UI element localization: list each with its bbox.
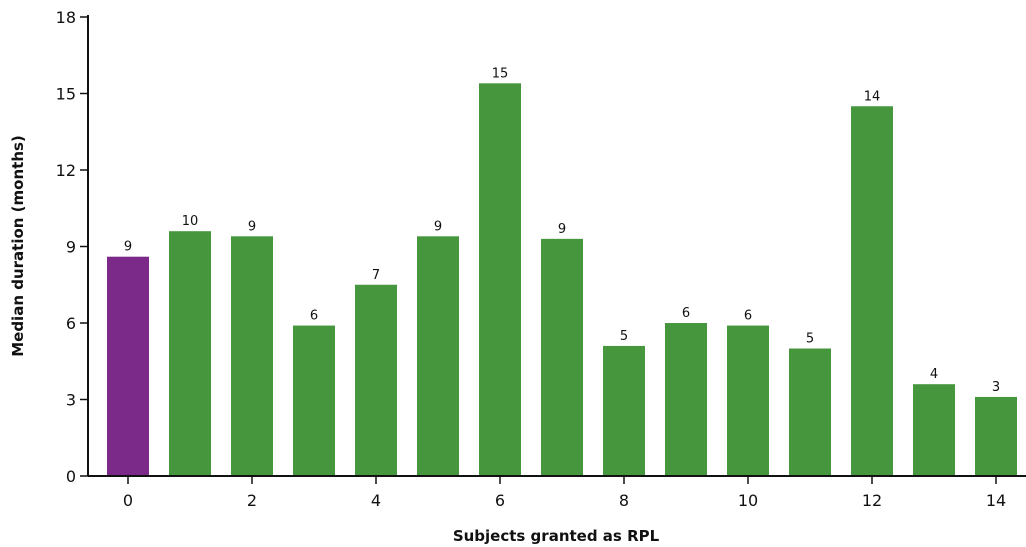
y-tick-label: 12 bbox=[56, 161, 76, 180]
bar bbox=[417, 236, 459, 475]
bar-value-label: 4 bbox=[930, 367, 938, 382]
y-axis-title: Median duration (months) bbox=[9, 135, 27, 357]
bar bbox=[293, 325, 335, 475]
bar bbox=[913, 384, 955, 475]
x-tick-label: 10 bbox=[738, 491, 758, 510]
bars bbox=[107, 83, 1017, 476]
bar-value-label: 3 bbox=[992, 380, 1000, 395]
x-axis-title: Subjects granted as RPL bbox=[453, 527, 660, 545]
y-tick-label: 15 bbox=[56, 85, 76, 104]
bar-value-label: 14 bbox=[864, 89, 881, 104]
y-tick-label: 0 bbox=[66, 467, 76, 486]
x-axis: 0 2 4 6 8 10 12 14 bbox=[88, 475, 1026, 510]
bar-value-label: 10 bbox=[182, 214, 199, 229]
x-tick-label: 2 bbox=[247, 491, 257, 510]
x-tick-label: 14 bbox=[986, 491, 1006, 510]
bar-value-label: 6 bbox=[310, 309, 318, 324]
bar-value-label: 9 bbox=[558, 222, 566, 237]
bar bbox=[789, 348, 831, 475]
bar bbox=[169, 231, 211, 475]
bar-value-label: 7 bbox=[372, 268, 380, 283]
y-tick-label: 6 bbox=[66, 314, 76, 333]
bar bbox=[107, 256, 149, 475]
y-tick-label: 9 bbox=[66, 238, 76, 257]
bar bbox=[541, 238, 583, 475]
bar-value-label: 6 bbox=[744, 309, 752, 324]
bar bbox=[479, 83, 521, 476]
x-tick-label: 8 bbox=[619, 491, 629, 510]
bar-value-label: 5 bbox=[620, 329, 628, 344]
data-labels: 9 10 9 6 7 9 15 9 5 6 6 5 14 4 3 bbox=[124, 66, 1000, 395]
bar-value-label: 6 bbox=[682, 306, 690, 321]
bar bbox=[665, 323, 707, 475]
bar-value-label: 9 bbox=[248, 219, 256, 234]
y-tick-label: 18 bbox=[56, 8, 76, 27]
bar-value-label: 9 bbox=[434, 219, 442, 234]
x-tick-label: 4 bbox=[371, 491, 381, 510]
y-tick-label: 3 bbox=[66, 391, 76, 410]
bar bbox=[231, 236, 273, 475]
x-tick-label: 0 bbox=[123, 491, 133, 510]
bar-value-label: 15 bbox=[492, 66, 509, 81]
bar bbox=[727, 325, 769, 475]
y-axis: 0 3 6 9 12 15 18 bbox=[56, 8, 89, 486]
bar bbox=[975, 396, 1017, 475]
x-tick-label: 12 bbox=[862, 491, 882, 510]
bar-value-label: 5 bbox=[806, 332, 814, 347]
x-tick-label: 6 bbox=[495, 491, 505, 510]
bar bbox=[603, 345, 645, 475]
bar-value-label: 9 bbox=[124, 240, 132, 255]
bar bbox=[851, 106, 893, 475]
bar bbox=[355, 284, 397, 475]
